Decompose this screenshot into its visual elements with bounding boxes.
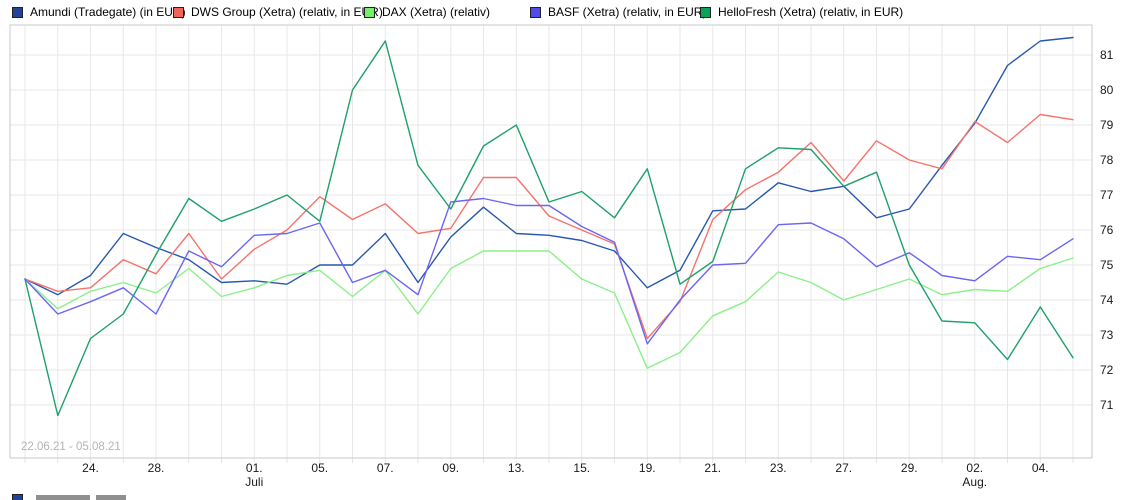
x-axis-tick-label: 05. xyxy=(311,461,328,475)
clipped-legend-swatch xyxy=(12,494,23,500)
y-axis-tick-label: 74 xyxy=(1100,293,1114,307)
y-axis-tick-label: 78 xyxy=(1100,153,1114,167)
clipped-legend-row xyxy=(0,493,1127,500)
x-axis-tick-label: 23. xyxy=(770,461,787,475)
x-axis-tick-label: 04. xyxy=(1032,461,1049,475)
x-axis-month-label: Aug. xyxy=(962,475,987,489)
legend-item-1[interactable]: Amundi (Tradegate) (in EUR) xyxy=(12,4,186,20)
series-line-5 xyxy=(24,40,1074,417)
legend-label: DAX (Xetra) (relativ) xyxy=(382,5,491,19)
legend-item-5[interactable]: HelloFresh (Xetra) (relativ, in EUR) xyxy=(700,4,903,20)
y-axis-tick-label: 79 xyxy=(1100,118,1114,132)
x-axis-tick-label: 09. xyxy=(442,461,459,475)
series-line-4 xyxy=(24,197,1074,345)
x-axis-tick-label: 07. xyxy=(377,461,394,475)
y-axis-tick-label: 77 xyxy=(1100,188,1114,202)
legend-swatch-icon xyxy=(700,6,711,18)
legend-item-3[interactable]: DAX (Xetra) (relativ) xyxy=(364,4,490,20)
legend-item-4[interactable]: BASF (Xetra) (relativ, in EUR) xyxy=(530,4,706,20)
y-axis-tick-label: 76 xyxy=(1100,223,1114,237)
x-axis-tick-label: 24. xyxy=(82,461,99,475)
legend-label: HelloFresh (Xetra) (relativ, in EUR) xyxy=(718,5,904,19)
x-axis-tick-label: 19. xyxy=(639,461,656,475)
y-axis-tick-label: 75 xyxy=(1100,258,1114,272)
series-line-3 xyxy=(24,250,1074,369)
legend-label: Amundi (Tradegate) (in EUR) xyxy=(30,5,186,19)
x-axis-tick-label: 27. xyxy=(835,461,852,475)
plot-border xyxy=(9,24,1093,459)
legend-swatch-icon xyxy=(173,6,184,18)
legend-swatch-icon xyxy=(530,6,541,18)
x-axis-tick-label: 01. xyxy=(246,461,263,475)
date-range-label: 22.06.21 - 05.08.21 xyxy=(21,441,121,453)
legend-label: DWS Group (Xetra) (relativ, in EUR) xyxy=(191,5,383,19)
y-axis-tick-label: 80 xyxy=(1100,83,1114,97)
x-axis-tick-label: 13. xyxy=(508,461,525,475)
x-axis-tick-label: 15. xyxy=(573,461,590,475)
y-axis-tick-label: 73 xyxy=(1100,328,1114,342)
clipped-text-fragment xyxy=(96,495,126,500)
x-axis-month-label: Juli xyxy=(245,475,263,489)
x-axis-tick-label: 28. xyxy=(148,461,165,475)
legend-label: BASF (Xetra) (relativ, in EUR) xyxy=(548,5,707,19)
clipped-text-fragment xyxy=(36,495,90,500)
legend-swatch-icon xyxy=(12,6,23,18)
x-axis-tick-label: 02. xyxy=(966,461,983,475)
legend-swatch-icon xyxy=(364,6,375,18)
x-axis-tick-label: 29. xyxy=(901,461,918,475)
chart-legend: Amundi (Tradegate) (in EUR) DWS Group (Xe… xyxy=(0,0,1127,24)
y-axis-tick-label: 71 xyxy=(1100,398,1114,412)
x-axis-tick-label: 21. xyxy=(704,461,721,475)
series-line-2 xyxy=(24,113,1074,340)
legend-item-2[interactable]: DWS Group (Xetra) (relativ, in EUR) xyxy=(173,4,383,20)
y-axis-tick-label: 81 xyxy=(1100,48,1114,62)
series-line-1 xyxy=(24,36,1074,296)
y-axis-tick-label: 72 xyxy=(1100,363,1114,377)
